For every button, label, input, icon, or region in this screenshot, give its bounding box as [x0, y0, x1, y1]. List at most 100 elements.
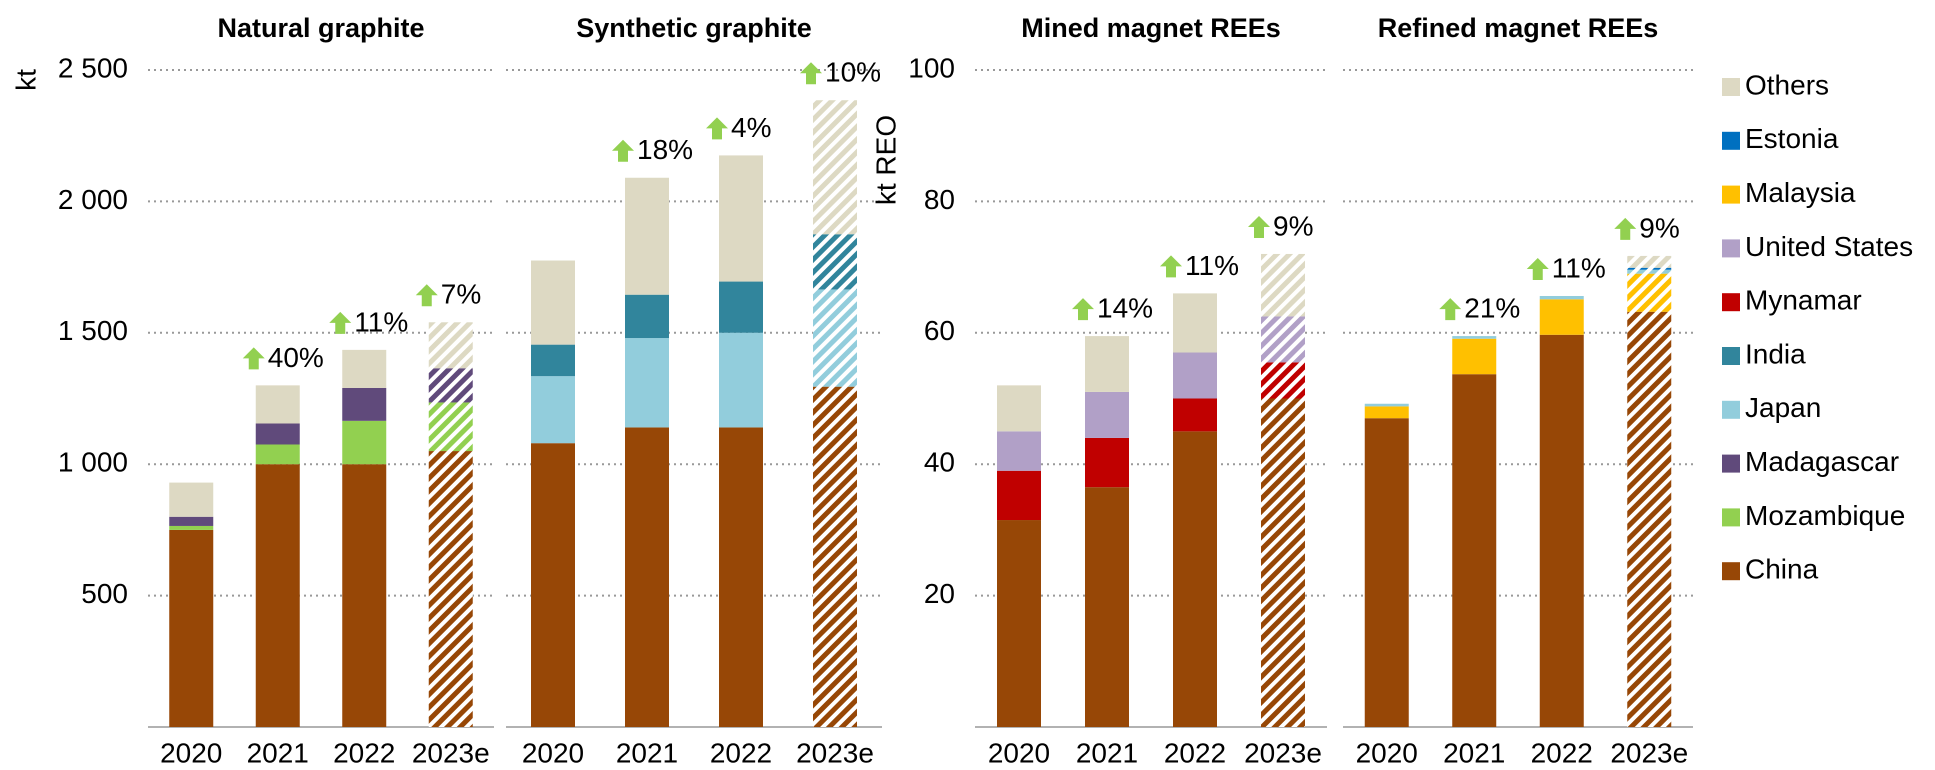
x-tick-label: 2021 [247, 737, 309, 768]
legend-label: India [1745, 338, 1806, 369]
bar-segment [1261, 398, 1305, 727]
x-tick-label: 2021 [1443, 737, 1505, 768]
panel-title: Synthetic graphite [576, 13, 812, 43]
bar-segment [428, 322, 473, 369]
growth-label: 11% [1185, 250, 1239, 281]
legend-swatch [1722, 454, 1740, 473]
growth-arrow [1614, 217, 1637, 240]
bar-segment [997, 470, 1041, 521]
x-tick-label: 2023e [1610, 737, 1688, 768]
y-tick-label: 80 [924, 184, 955, 215]
legend-swatch [1722, 78, 1740, 96]
growth-arrow [612, 139, 634, 162]
bar-segment [531, 376, 575, 444]
y-tick-label: 1 000 [58, 447, 128, 478]
bar-segment [719, 427, 763, 727]
x-tick-label: 2022 [710, 737, 772, 768]
bar-segment [997, 385, 1041, 432]
bar-segment [1539, 296, 1584, 300]
bar-segment [1261, 253, 1305, 317]
legend-swatch [1722, 185, 1740, 204]
bar-segment [1452, 338, 1497, 375]
growth-label: 4% [731, 112, 771, 143]
legend-swatch [1722, 293, 1740, 312]
bar-segment [255, 444, 300, 465]
bar-segment [1173, 352, 1217, 399]
bar-segment [1364, 403, 1409, 407]
bar-segment [1627, 267, 1672, 270]
legend-label: Mynamar [1745, 285, 1862, 316]
bar-segment [1539, 334, 1584, 727]
growth-label: 11% [1552, 252, 1606, 283]
legend-label: Malaysia [1745, 177, 1856, 208]
legend-swatch [1722, 347, 1740, 365]
legend-label: Japan [1745, 392, 1821, 423]
y-tick-label: 500 [81, 578, 128, 609]
growth-arrow [706, 117, 728, 140]
bar-segment [1452, 336, 1497, 339]
bar-segment [428, 451, 473, 727]
bar-segment [531, 344, 575, 377]
bar-segment [719, 155, 763, 282]
bar-segment [531, 260, 575, 345]
legend-label: Madagascar [1745, 446, 1899, 477]
growth-arrow [800, 62, 822, 85]
legend-swatch [1722, 508, 1740, 527]
legend-label: Mozambique [1745, 500, 1905, 531]
growth-label: 9% [1639, 212, 1679, 243]
x-tick-label: 2023e [412, 737, 490, 768]
bar-segment [428, 402, 473, 452]
legend-label: Others [1745, 69, 1829, 100]
bar-segment [342, 349, 387, 388]
bar-segment [255, 385, 300, 424]
bar-segment [1173, 293, 1217, 353]
bar-segment [813, 289, 857, 387]
bar-segment [169, 482, 214, 517]
bar-segment [1627, 269, 1672, 274]
growth-arrow [1072, 298, 1094, 321]
bar-segment [342, 387, 387, 421]
legend-label: Estonia [1745, 123, 1839, 154]
bar-segment [428, 368, 473, 403]
growth-label: 11% [354, 306, 408, 337]
x-tick-label: 2020 [988, 737, 1050, 768]
growth-label: 9% [1273, 210, 1313, 241]
bar-segment [813, 234, 857, 290]
y-axis-label: kt [10, 69, 41, 91]
bar-segment [719, 281, 763, 333]
growth-arrow [1439, 298, 1462, 321]
growth-label: 40% [268, 342, 324, 373]
y-tick-label: 20 [924, 578, 955, 609]
y-tick-label: 1 500 [58, 315, 128, 346]
bar-segment [1627, 273, 1672, 312]
y-tick-label: 100 [908, 52, 955, 83]
growth-label: 7% [441, 279, 481, 310]
growth-arrow [415, 284, 438, 307]
y-tick-label: 40 [924, 447, 955, 478]
legend-swatch [1722, 239, 1740, 258]
bar-segment [997, 431, 1041, 471]
y-tick-label: 2 500 [58, 52, 128, 83]
bar-segment [1364, 406, 1409, 419]
y-tick-label: 2 000 [58, 184, 128, 215]
bar-segment [1173, 431, 1217, 727]
bar-segment [1085, 391, 1129, 438]
growth-label: 21% [1464, 292, 1520, 323]
bar-segment [255, 423, 300, 445]
legend-label: United States [1745, 231, 1913, 262]
bar-segment [625, 338, 669, 428]
bar-segment [169, 525, 214, 530]
y-tick-label: 60 [924, 315, 955, 346]
bar-segment [625, 294, 669, 339]
growth-arrow [329, 311, 352, 334]
growth-label: 18% [637, 134, 693, 165]
bar-segment [625, 177, 669, 295]
growth-arrow [1526, 258, 1549, 281]
growth-arrow [1160, 255, 1182, 278]
bar-segment [1261, 316, 1305, 363]
growth-label: 14% [1097, 292, 1153, 323]
bar-segment [169, 516, 214, 526]
bar-segment [997, 520, 1041, 727]
bar-segment [813, 386, 857, 727]
